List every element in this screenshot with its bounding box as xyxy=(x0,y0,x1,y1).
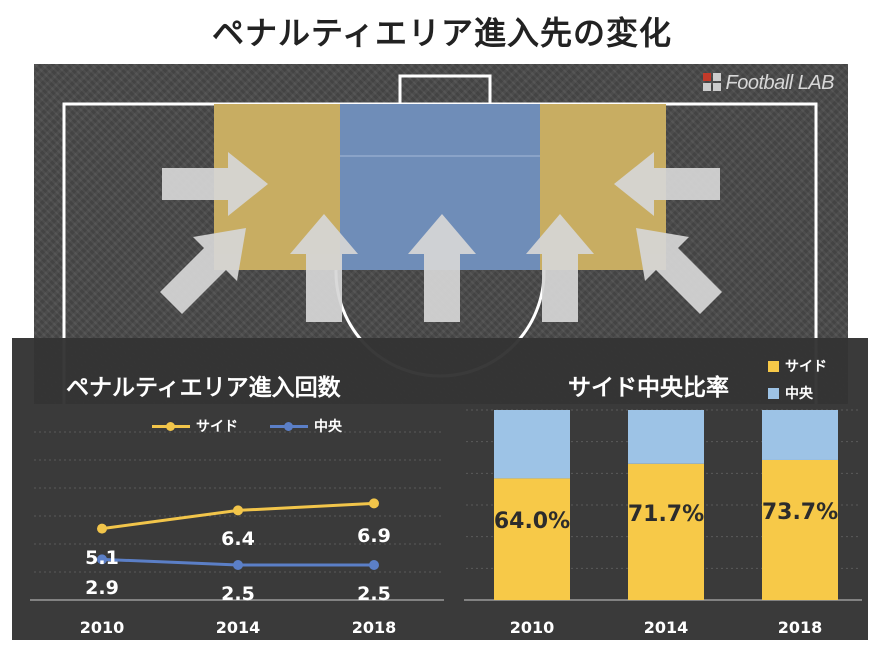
x-tick-label: 2018 xyxy=(351,618,397,637)
series-side-label: 6.4 xyxy=(221,528,255,551)
bar-legend-side-swatch xyxy=(768,360,779,372)
bar-side xyxy=(494,478,570,600)
line-chart-panel: ペナルティエリア進入回数 サイド 中央 5.1 6.4 6.9 2.9 2.5 2.5 20… xyxy=(12,338,456,640)
x-tick-label: 2018 xyxy=(777,618,823,637)
series-side-label: 6.9 xyxy=(357,525,391,548)
legend-center-swatch xyxy=(270,421,308,431)
legend-center: 中央 xyxy=(270,416,342,436)
arrow-left-diagonal-icon xyxy=(160,228,246,314)
legend-center-label: 中央 xyxy=(314,419,342,435)
bar-side xyxy=(762,459,838,600)
bar-side-label: 73.7% xyxy=(761,499,839,525)
series-side-point xyxy=(97,523,107,534)
bar-legend-side: サイド xyxy=(768,356,827,376)
bar-legend-center: 中央 xyxy=(768,383,813,403)
x-tick-label: 2010 xyxy=(509,618,555,637)
arrow-right-horizontal-icon xyxy=(614,152,720,216)
legend-side-label: サイド xyxy=(196,419,238,435)
arrow-right-diagonal-icon xyxy=(636,228,722,314)
arrow-left-horizontal-icon xyxy=(162,152,268,216)
page-title: ペナルティエリア進入先の変化 xyxy=(211,14,673,52)
bar-side xyxy=(628,463,704,600)
x-tick-label: 2014 xyxy=(643,618,689,637)
bar-legend-center-swatch xyxy=(768,387,779,399)
series-center-point xyxy=(233,560,243,570)
x-tick-label: 2010 xyxy=(79,618,125,637)
bar-center xyxy=(494,410,570,479)
series-center-label: 2.5 xyxy=(357,583,391,605)
bar-legend-center-label: 中央 xyxy=(785,386,813,402)
bar-side-label: 64.0% xyxy=(493,509,571,535)
bar-center xyxy=(762,410,838,460)
series-center-label: 2.5 xyxy=(221,583,255,605)
logo-grid-icon xyxy=(703,73,722,91)
pitch-svg xyxy=(62,74,818,404)
bar-side-label: 71.7% xyxy=(627,501,705,527)
series-center-point xyxy=(369,560,379,570)
arrow-up-1-icon xyxy=(290,214,358,322)
series-center-point xyxy=(97,554,107,565)
arrows xyxy=(160,152,722,322)
arrow-up-3-icon xyxy=(526,214,594,322)
series-side-label: 5.1 xyxy=(85,546,119,569)
series-side-point xyxy=(233,505,243,516)
bar-legend-side-label: サイド xyxy=(785,359,827,375)
line-chart-title: ペナルティエリア進入回数 xyxy=(66,375,341,401)
arrow-up-2-icon xyxy=(408,214,476,322)
goal xyxy=(398,74,492,106)
legend-side-swatch xyxy=(152,421,190,431)
x-tick-label: 2014 xyxy=(215,618,261,637)
logo-text: Football LAB xyxy=(725,72,834,94)
football-lab-logo: Football LAB xyxy=(703,72,834,95)
series-side-point xyxy=(369,498,379,509)
bar-chart xyxy=(464,409,862,601)
legend-side: サイド xyxy=(152,416,238,436)
bar-chart-title: サイド中央比率 xyxy=(568,375,729,401)
bar-chart-panel: サイド中央比率 サイド 中央 64.0% 2010 71.7% 2014 73.7% 20… xyxy=(456,338,868,640)
line-chart xyxy=(30,431,444,601)
series-center-label: 2.9 xyxy=(85,577,119,600)
bar-center xyxy=(628,410,704,464)
pitch-diagram: Football LAB xyxy=(34,64,848,404)
